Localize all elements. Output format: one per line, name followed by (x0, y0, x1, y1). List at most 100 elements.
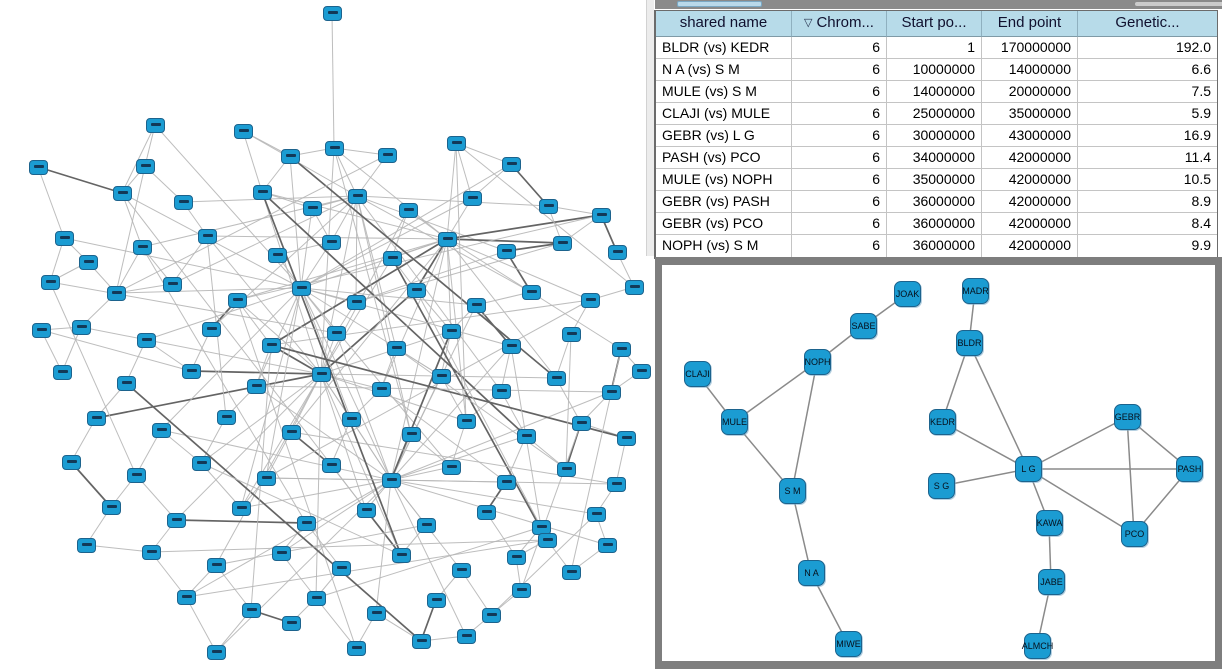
network-node[interactable] (482, 608, 501, 623)
network-node[interactable] (592, 208, 611, 223)
network-node[interactable] (587, 507, 606, 522)
network-node-kawa[interactable]: KAWA (1036, 510, 1063, 536)
column-header-5[interactable]: Genetic... (1078, 11, 1217, 37)
network-node[interactable] (202, 322, 221, 337)
network-node[interactable] (247, 379, 266, 394)
network-node[interactable] (347, 295, 366, 310)
network-node[interactable] (322, 235, 341, 250)
network-node[interactable] (323, 6, 342, 21)
network-node[interactable] (442, 324, 461, 339)
overview-scrollbar-track[interactable] (646, 0, 654, 256)
network-node[interactable] (383, 251, 402, 266)
network-node[interactable] (507, 550, 526, 565)
network-node[interactable] (457, 414, 476, 429)
network-node-claji[interactable]: CLAJI (684, 361, 711, 387)
network-node[interactable] (447, 136, 466, 151)
network-node-s-g[interactable]: S G (928, 473, 955, 499)
network-node[interactable] (312, 367, 331, 382)
network-node[interactable] (598, 538, 617, 553)
network-node[interactable] (378, 148, 397, 163)
network-node[interactable] (107, 286, 126, 301)
network-node[interactable] (512, 583, 531, 598)
network-node-kedr[interactable]: KEDR (929, 409, 956, 435)
detail-network-canvas[interactable]: JOAK SABE NOPH CLAJI MULE S M N A MIWE MADR BLDR K… (662, 265, 1215, 661)
network-node[interactable] (382, 473, 401, 488)
network-node[interactable] (407, 283, 426, 298)
network-node[interactable] (372, 382, 391, 397)
network-node[interactable] (463, 191, 482, 206)
network-node[interactable] (152, 423, 171, 438)
network-node[interactable] (253, 185, 272, 200)
network-node[interactable] (348, 189, 367, 204)
network-node[interactable] (492, 384, 511, 399)
network-node[interactable] (617, 431, 636, 446)
network-node[interactable] (399, 203, 418, 218)
network-node[interactable] (332, 561, 351, 576)
network-node-l-g[interactable]: L G (1015, 456, 1042, 482)
network-node[interactable] (282, 425, 301, 440)
table-row[interactable]: PASH (vs) PCO 6 34000000 42000000 11.4 (656, 147, 1217, 169)
network-node[interactable] (607, 477, 626, 492)
table-row[interactable]: N A (vs) S M 6 10000000 14000000 6.6 (656, 59, 1217, 81)
network-node[interactable] (467, 298, 486, 313)
network-node[interactable] (163, 277, 182, 292)
network-node[interactable] (347, 641, 366, 656)
network-node[interactable] (174, 195, 193, 210)
network-node[interactable] (198, 229, 217, 244)
table-row[interactable]: GEBR (vs) PCO 6 36000000 42000000 8.4 (656, 213, 1217, 235)
column-header-1[interactable]: shared name (656, 11, 792, 37)
network-node[interactable] (29, 160, 48, 175)
network-node[interactable] (432, 369, 451, 384)
network-node[interactable] (242, 603, 261, 618)
network-node[interactable] (41, 275, 60, 290)
network-node[interactable] (62, 455, 81, 470)
network-node-pash[interactable]: PASH (1176, 456, 1203, 482)
column-header-4[interactable]: End point (982, 11, 1078, 37)
network-node[interactable] (608, 245, 627, 260)
network-node[interactable] (327, 326, 346, 341)
network-node[interactable] (497, 475, 516, 490)
network-node[interactable] (357, 503, 376, 518)
network-node[interactable] (581, 293, 600, 308)
network-node-jabe[interactable]: JABE (1038, 569, 1065, 595)
network-node[interactable] (367, 606, 386, 621)
network-node[interactable] (167, 513, 186, 528)
network-node[interactable] (297, 516, 316, 531)
network-node[interactable] (87, 411, 106, 426)
network-node[interactable] (137, 333, 156, 348)
network-node[interactable] (502, 339, 521, 354)
network-node[interactable] (262, 338, 281, 353)
network-node[interactable] (387, 341, 406, 356)
network-node[interactable] (322, 458, 341, 473)
network-node[interactable] (303, 201, 322, 216)
network-node[interactable] (272, 546, 291, 561)
network-node[interactable] (442, 460, 461, 475)
network-node[interactable] (502, 157, 521, 172)
network-node[interactable] (142, 545, 161, 560)
network-node[interactable] (177, 590, 196, 605)
network-node[interactable] (477, 505, 496, 520)
network-node[interactable] (553, 236, 572, 251)
network-node[interactable] (452, 563, 471, 578)
network-node[interactable] (268, 248, 287, 263)
network-node[interactable] (55, 231, 74, 246)
network-node-almch[interactable]: ALMCH (1022, 633, 1053, 659)
table-row[interactable]: MULE (vs) NOPH 6 35000000 42000000 10.5 (656, 169, 1217, 191)
network-node[interactable] (77, 538, 96, 553)
network-node[interactable] (438, 232, 457, 247)
table-row[interactable]: GEBR (vs) PASH 6 36000000 42000000 8.9 (656, 191, 1217, 213)
network-node[interactable] (182, 364, 201, 379)
table-row[interactable]: BLDR (vs) KEDR 6 1 170000000 192.0 (656, 37, 1217, 59)
network-node[interactable] (257, 471, 276, 486)
network-node[interactable] (562, 565, 581, 580)
network-node[interactable] (228, 293, 247, 308)
network-node[interactable] (325, 141, 344, 156)
overview-network-panel[interactable] (0, 0, 654, 669)
table-row[interactable]: MULE (vs) S M 6 14000000 20000000 7.5 (656, 81, 1217, 103)
network-node-miwe[interactable]: MIWE (835, 631, 862, 657)
network-node[interactable] (307, 591, 326, 606)
table-row[interactable]: GEBR (vs) L G 6 30000000 43000000 16.9 (656, 125, 1217, 147)
network-node[interactable] (632, 364, 651, 379)
network-node[interactable] (562, 327, 581, 342)
network-node[interactable] (146, 118, 165, 133)
